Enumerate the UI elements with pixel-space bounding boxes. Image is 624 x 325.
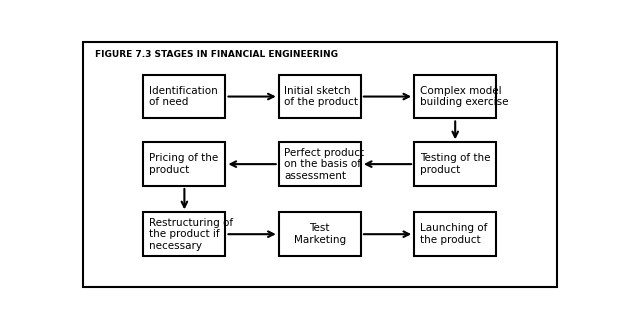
FancyBboxPatch shape <box>414 75 496 118</box>
Text: Identification
of need: Identification of need <box>149 86 218 107</box>
FancyBboxPatch shape <box>279 142 361 186</box>
Text: Testing of the
product: Testing of the product <box>420 153 490 175</box>
FancyBboxPatch shape <box>144 212 225 256</box>
FancyBboxPatch shape <box>144 142 225 186</box>
FancyBboxPatch shape <box>144 75 225 118</box>
Text: Initial sketch
of the product: Initial sketch of the product <box>285 86 359 107</box>
Text: Perfect product
on the basis of
assessment: Perfect product on the basis of assessme… <box>285 148 364 181</box>
Text: Test
Marketing: Test Marketing <box>294 223 346 245</box>
Text: Pricing of the
product: Pricing of the product <box>149 153 218 175</box>
Text: Restructuring of
the product if
necessary: Restructuring of the product if necessar… <box>149 218 233 251</box>
Text: Launching of
the product: Launching of the product <box>420 223 487 245</box>
FancyBboxPatch shape <box>414 142 496 186</box>
Text: Complex model
building exercise: Complex model building exercise <box>420 86 509 107</box>
Text: FIGURE 7.3 STAGES IN FINANCIAL ENGINEERING: FIGURE 7.3 STAGES IN FINANCIAL ENGINEERI… <box>95 49 338 58</box>
FancyBboxPatch shape <box>279 212 361 256</box>
FancyBboxPatch shape <box>279 75 361 118</box>
FancyBboxPatch shape <box>414 212 496 256</box>
